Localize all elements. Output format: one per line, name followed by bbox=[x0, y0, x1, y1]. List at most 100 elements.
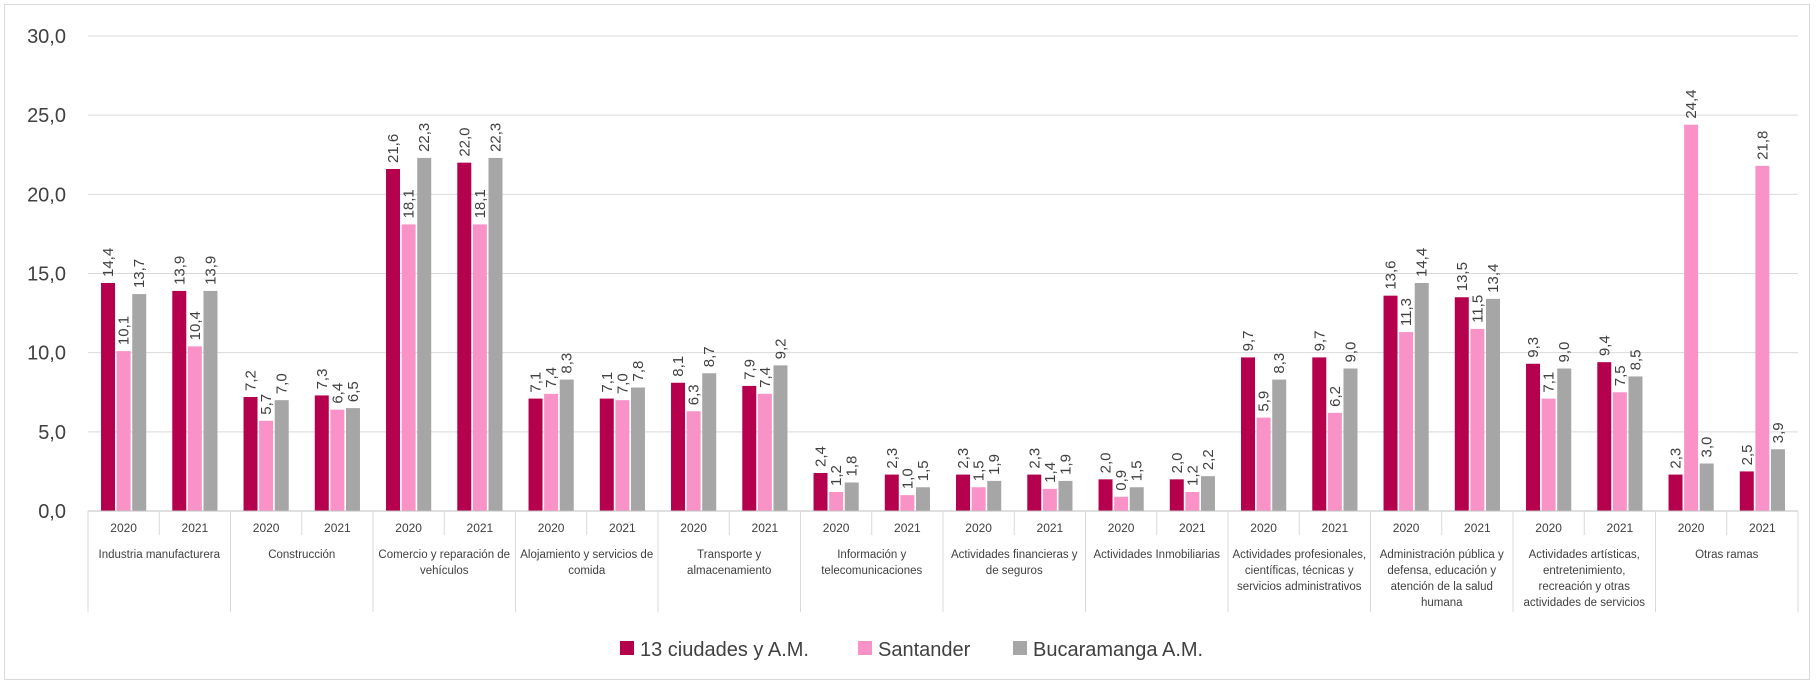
category-label: Alojamiento y servicios de bbox=[520, 549, 653, 561]
category-label: Construcción bbox=[268, 549, 335, 561]
data-label: 9,0 bbox=[1556, 342, 1573, 363]
data-label: 2,2 bbox=[1200, 449, 1217, 470]
y-tick-label: 30,0 bbox=[27, 26, 66, 48]
category-label: comida bbox=[568, 565, 606, 577]
data-label: 8,5 bbox=[1627, 350, 1644, 371]
year-label: 2020 bbox=[823, 521, 850, 535]
bar bbox=[1098, 479, 1113, 511]
data-label: 8,3 bbox=[559, 353, 576, 374]
data-label: 7,2 bbox=[243, 370, 260, 391]
category-label: actividades de servicios bbox=[1524, 597, 1646, 609]
bar bbox=[1114, 496, 1129, 511]
legend-label: 13 ciudades y A.M. bbox=[640, 639, 809, 661]
bar bbox=[1470, 328, 1485, 511]
data-label: 2,0 bbox=[1098, 452, 1115, 473]
data-label: 11,5 bbox=[1469, 295, 1486, 323]
bar bbox=[1058, 480, 1073, 511]
bar bbox=[1256, 417, 1271, 511]
data-label: 9,4 bbox=[1596, 335, 1613, 356]
bar bbox=[1541, 398, 1556, 511]
data-label: 7,8 bbox=[630, 361, 647, 382]
bar bbox=[813, 473, 828, 511]
year-label: 2021 bbox=[752, 521, 779, 535]
year-label: 2021 bbox=[1464, 521, 1491, 535]
category-label: recreación y otras bbox=[1539, 581, 1631, 593]
bar bbox=[1129, 487, 1144, 511]
bar bbox=[259, 420, 274, 511]
bar bbox=[742, 385, 757, 511]
data-label: 1,4 bbox=[1042, 462, 1059, 483]
bar bbox=[1755, 165, 1770, 512]
year-label: 2021 bbox=[1607, 521, 1634, 535]
data-label: 7,4 bbox=[543, 367, 560, 388]
year-label: 2020 bbox=[110, 521, 137, 535]
data-label: 2,3 bbox=[1668, 448, 1685, 469]
bar bbox=[1557, 368, 1572, 511]
data-label: 3,0 bbox=[1699, 437, 1716, 458]
bar bbox=[829, 492, 844, 511]
bar bbox=[1526, 363, 1541, 511]
data-label: 6,3 bbox=[686, 384, 703, 405]
data-label: 5,9 bbox=[1256, 391, 1273, 412]
data-label: 3,9 bbox=[1770, 422, 1787, 443]
bar bbox=[314, 395, 329, 511]
data-labels: 14,410,113,7 13,910,413,97,25,77,0 7,36,46… bbox=[100, 89, 1787, 490]
bar bbox=[702, 373, 717, 511]
category-label: telecomunicaciones bbox=[821, 565, 922, 577]
category-label: entretenimiento, bbox=[1543, 565, 1625, 577]
data-label: 10,1 bbox=[116, 316, 133, 345]
data-label: 6,2 bbox=[1327, 386, 1344, 407]
legend-swatch bbox=[1013, 641, 1027, 655]
bar bbox=[686, 411, 701, 511]
year-label: 2021 bbox=[1749, 521, 1776, 535]
year-label: 2021 bbox=[182, 521, 209, 535]
category-label: humana bbox=[1421, 597, 1463, 609]
gridlines bbox=[88, 35, 1798, 433]
bar bbox=[417, 157, 432, 511]
bar bbox=[1343, 368, 1358, 511]
data-label: 13,7 bbox=[131, 259, 148, 288]
bar bbox=[630, 387, 645, 511]
bar bbox=[1485, 298, 1500, 511]
bar bbox=[559, 379, 574, 511]
bar bbox=[1454, 297, 1469, 511]
bar bbox=[900, 495, 915, 511]
data-label: 7,0 bbox=[274, 373, 291, 394]
bar bbox=[1597, 362, 1612, 511]
year-label: 2020 bbox=[1250, 521, 1277, 535]
data-label: 9,2 bbox=[772, 338, 789, 359]
data-label: 13,9 bbox=[202, 256, 219, 285]
data-label: 18,1 bbox=[401, 189, 418, 218]
y-tick-label: 20,0 bbox=[27, 184, 66, 206]
data-label: 2,5 bbox=[1739, 445, 1756, 466]
category-label: científicas, técnicas y bbox=[1245, 565, 1354, 577]
data-label: 8,7 bbox=[701, 346, 718, 367]
data-label: 2,3 bbox=[884, 448, 901, 469]
bar bbox=[956, 474, 971, 511]
year-label: 2020 bbox=[253, 521, 280, 535]
data-label: 13,6 bbox=[1383, 260, 1400, 289]
bar bbox=[1185, 492, 1200, 511]
data-label: 22,0 bbox=[456, 127, 473, 156]
bar bbox=[1327, 412, 1342, 511]
bar bbox=[116, 351, 131, 511]
year-label: 2021 bbox=[609, 521, 636, 535]
data-label: 21,6 bbox=[385, 134, 402, 163]
data-label: 1,5 bbox=[971, 460, 988, 481]
y-tick-label: 5,0 bbox=[38, 422, 66, 444]
bar bbox=[274, 400, 289, 511]
year-label: 2020 bbox=[1535, 521, 1562, 535]
legend-label: Santander bbox=[878, 639, 971, 661]
year-label: 2021 bbox=[1179, 521, 1206, 535]
category-label: Administración pública y bbox=[1380, 549, 1504, 561]
year-label: 2021 bbox=[894, 521, 921, 535]
bar bbox=[203, 290, 218, 511]
data-label: 8,1 bbox=[670, 356, 687, 377]
bar bbox=[472, 224, 487, 511]
bar bbox=[773, 365, 788, 511]
category-label: Información y bbox=[837, 549, 906, 561]
bar bbox=[1027, 474, 1042, 511]
data-label: 7,1 bbox=[528, 372, 545, 393]
bars bbox=[101, 124, 1785, 512]
